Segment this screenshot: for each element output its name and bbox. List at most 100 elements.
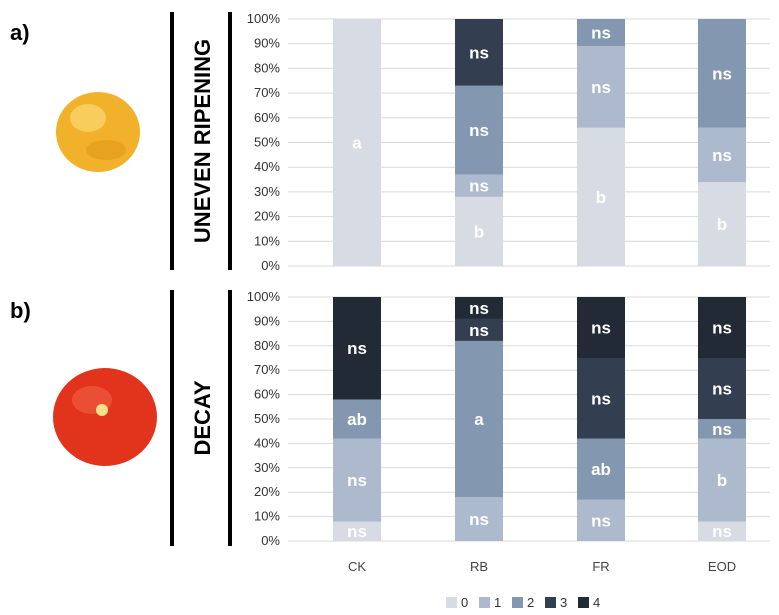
data-label: ns bbox=[591, 511, 611, 530]
legend-label-4: 4 bbox=[593, 595, 600, 610]
bar-segment-eod-0 bbox=[698, 182, 746, 266]
data-label: a bbox=[474, 410, 484, 429]
data-label: a bbox=[352, 134, 362, 153]
bar-segment-ck-1 bbox=[333, 438, 381, 522]
panel-b-label: b) bbox=[10, 298, 31, 323]
bar-segment-fr-0 bbox=[577, 127, 625, 267]
data-label: ns bbox=[591, 78, 611, 97]
bar-segment-rb-1 bbox=[455, 497, 503, 541]
y-tick-label: 20% bbox=[254, 484, 280, 499]
x-axis-category-labels: CK RB FR EOD bbox=[348, 559, 736, 574]
bar-segment-ck-2 bbox=[333, 399, 381, 439]
data-label: ab bbox=[591, 460, 611, 479]
bar-segment-fr-2 bbox=[577, 438, 625, 500]
bar-segment-eod-1 bbox=[698, 127, 746, 183]
data-label: ns bbox=[469, 177, 489, 196]
category-label-fr: FR bbox=[592, 559, 609, 574]
legend-swatch-0 bbox=[446, 597, 457, 608]
bar-segment-eod-2 bbox=[698, 419, 746, 439]
data-label: ns bbox=[347, 339, 367, 358]
bar-segment-fr-3 bbox=[577, 358, 625, 439]
category-label-eod: EOD bbox=[708, 559, 736, 574]
data-label: ns bbox=[469, 510, 489, 529]
red-tomato-image bbox=[53, 368, 157, 466]
bar-segment-rb-2 bbox=[455, 340, 503, 498]
bar-segment-rb-4 bbox=[455, 297, 503, 319]
data-label: ns bbox=[591, 389, 611, 408]
y-tick-label: 0% bbox=[261, 258, 280, 273]
data-label: ns bbox=[712, 522, 732, 541]
y-tick-label: 20% bbox=[254, 209, 280, 224]
legend-swatch-1 bbox=[479, 597, 490, 608]
data-label: ns bbox=[712, 380, 732, 399]
legend-label-1: 1 bbox=[494, 595, 501, 610]
chart-b-title: DECAY bbox=[190, 380, 215, 455]
y-tick-label: 30% bbox=[254, 460, 280, 475]
y-tick-label: 70% bbox=[254, 85, 280, 100]
bar-segment-rb-2 bbox=[455, 85, 503, 175]
y-tick-label: 50% bbox=[254, 411, 280, 426]
bar-segment-rb-1 bbox=[455, 174, 503, 197]
data-label: b bbox=[717, 471, 727, 490]
data-label: ns bbox=[347, 522, 367, 541]
data-label: ns bbox=[712, 64, 732, 83]
data-label: b bbox=[474, 222, 484, 241]
data-label: ns bbox=[347, 471, 367, 490]
legend: 0 1 2 3 4 bbox=[446, 595, 600, 610]
chart-a-title: UNEVEN RIPENING bbox=[190, 39, 215, 243]
data-label: ns bbox=[712, 146, 732, 165]
legend-swatch-3 bbox=[545, 597, 556, 608]
legend-swatch-4 bbox=[578, 597, 589, 608]
y-tick-label: 10% bbox=[254, 233, 280, 248]
legend-label-3: 3 bbox=[560, 595, 567, 610]
y-tick-label: 10% bbox=[254, 509, 280, 524]
bar-segment-rb-0 bbox=[455, 196, 503, 266]
data-label: ns bbox=[469, 43, 489, 62]
legend-label-2: 2 bbox=[527, 595, 534, 610]
panel-a-label: a) bbox=[10, 20, 30, 45]
legend-label-0: 0 bbox=[461, 595, 468, 610]
y-tick-label: 80% bbox=[254, 60, 280, 75]
chart-a-plot: 0% 10% 20% 30% 40% 50% 60% 70% 80% 90% 100% a b ns ns n… bbox=[247, 11, 770, 273]
y-tick-label: 50% bbox=[254, 135, 280, 150]
data-label: ab bbox=[347, 410, 367, 429]
bar-segment-ck-0 bbox=[333, 521, 381, 541]
chart-b-plot: 0%10%20%30%40%50%60%70%80%90%100%nsnsabn… bbox=[247, 289, 770, 548]
y-tick-label: 90% bbox=[254, 36, 280, 51]
y-tick-label: 40% bbox=[254, 435, 280, 450]
data-label: ns bbox=[469, 299, 489, 318]
y-tick-label: 0% bbox=[261, 533, 280, 548]
y-tick-label: 100% bbox=[247, 11, 281, 26]
y-tick-label: 80% bbox=[254, 338, 280, 353]
bar-segment-fr-1 bbox=[577, 499, 625, 541]
y-tick-label: 60% bbox=[254, 387, 280, 402]
bar-segment-eod-0 bbox=[698, 521, 746, 541]
data-label: b bbox=[717, 215, 727, 234]
y-tick-label: 70% bbox=[254, 362, 280, 377]
bar-segment-eod-3 bbox=[698, 358, 746, 419]
bar-segment-fr-4 bbox=[577, 297, 625, 358]
y-tick-label: 100% bbox=[247, 289, 281, 304]
data-label: ns bbox=[712, 420, 732, 439]
yellow-tomato-image bbox=[56, 92, 140, 172]
bar-segment-ck-4 bbox=[333, 297, 381, 400]
bar-segment-eod-2 bbox=[698, 19, 746, 128]
y-tick-label: 30% bbox=[254, 184, 280, 199]
data-label: ns bbox=[591, 319, 611, 338]
y-tick-label: 40% bbox=[254, 159, 280, 174]
data-label: ns bbox=[469, 121, 489, 140]
data-label: ns bbox=[712, 319, 732, 338]
data-label: ns bbox=[591, 24, 611, 43]
y-tick-label: 60% bbox=[254, 110, 280, 125]
y-tick-label: 90% bbox=[254, 313, 280, 328]
bar-segment-ck-0 bbox=[333, 19, 381, 266]
bar-segment-fr-2 bbox=[577, 19, 625, 47]
legend-swatch-2 bbox=[512, 597, 523, 608]
bar-segment-rb-3 bbox=[455, 19, 503, 86]
bar-segment-eod-1 bbox=[698, 438, 746, 522]
category-label-ck: CK bbox=[348, 559, 366, 574]
data-label: b bbox=[596, 188, 606, 207]
category-label-rb: RB bbox=[470, 559, 488, 574]
data-label: ns bbox=[469, 321, 489, 340]
